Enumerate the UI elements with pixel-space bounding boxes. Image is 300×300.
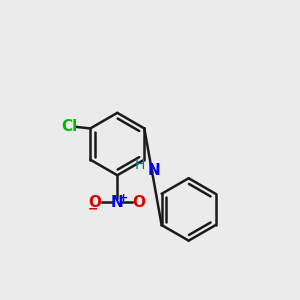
Text: −: − xyxy=(87,202,98,215)
Text: Cl: Cl xyxy=(61,119,78,134)
Text: H: H xyxy=(135,158,146,172)
Text: N: N xyxy=(111,194,124,209)
Text: O: O xyxy=(133,194,146,209)
Text: N: N xyxy=(147,163,160,178)
Text: +: + xyxy=(118,193,128,203)
Text: O: O xyxy=(88,194,101,209)
